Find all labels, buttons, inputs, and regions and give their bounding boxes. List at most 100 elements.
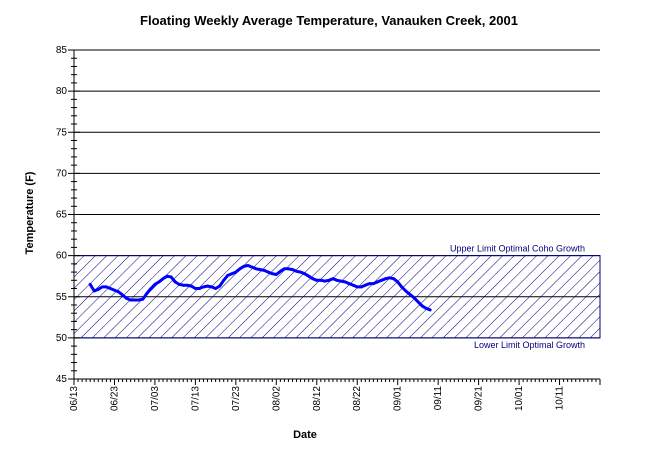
data-point bbox=[307, 274, 311, 278]
y-tick-label-50: 50 bbox=[56, 333, 68, 344]
y-tick-label-85: 85 bbox=[56, 45, 68, 56]
data-point bbox=[149, 287, 153, 290]
data-point bbox=[266, 270, 270, 274]
data-point bbox=[331, 277, 335, 281]
data-point bbox=[270, 272, 274, 276]
data-point bbox=[202, 285, 205, 289]
data-point bbox=[88, 283, 92, 286]
data-point bbox=[218, 284, 222, 288]
y-tick-label-60: 60 bbox=[56, 251, 68, 262]
data-point bbox=[189, 284, 193, 288]
data-point bbox=[230, 272, 234, 276]
y-tick-label-80: 80 bbox=[56, 86, 68, 97]
data-point bbox=[104, 285, 108, 289]
data-point bbox=[408, 292, 412, 296]
data-point bbox=[384, 277, 387, 281]
data-point bbox=[351, 283, 355, 287]
data-point bbox=[153, 283, 157, 286]
y-axis-label: Temperature (F) bbox=[24, 171, 36, 254]
data-point bbox=[242, 264, 246, 268]
data-point bbox=[234, 270, 238, 274]
data-point bbox=[388, 276, 391, 280]
x-tick-label-08-22: 08/22 bbox=[352, 386, 363, 411]
x-tick-label-09-21: 09/21 bbox=[474, 386, 485, 411]
data-point bbox=[109, 287, 112, 290]
data-point bbox=[113, 288, 116, 292]
data-point bbox=[250, 265, 254, 269]
data-point bbox=[287, 267, 290, 271]
data-point bbox=[238, 267, 242, 271]
data-point bbox=[416, 300, 420, 304]
data-point bbox=[181, 283, 185, 287]
data-point bbox=[258, 268, 262, 272]
data-point bbox=[210, 285, 213, 289]
data-point bbox=[274, 273, 278, 276]
data-point bbox=[96, 287, 100, 291]
x-tick-label-09-01: 09/01 bbox=[393, 386, 404, 411]
data-point bbox=[392, 277, 396, 281]
data-point bbox=[359, 285, 363, 289]
data-point bbox=[117, 290, 120, 294]
data-point bbox=[420, 304, 424, 308]
data-point bbox=[177, 283, 181, 286]
data-point bbox=[278, 269, 282, 273]
data-point bbox=[206, 284, 209, 288]
y-tick-label-65: 65 bbox=[56, 210, 68, 221]
data-point bbox=[92, 289, 96, 293]
data-point bbox=[343, 280, 347, 284]
x-tick-label-08-02: 08/02 bbox=[271, 386, 282, 411]
data-point bbox=[319, 278, 323, 282]
data-point bbox=[311, 277, 315, 281]
data-point bbox=[303, 272, 307, 276]
data-point bbox=[169, 275, 173, 279]
data-point bbox=[404, 289, 408, 293]
data-point bbox=[283, 267, 286, 271]
data-point bbox=[291, 268, 294, 272]
x-tick-label-07-03: 07/03 bbox=[150, 386, 161, 411]
x-axis-label: Date bbox=[293, 429, 317, 441]
data-point bbox=[246, 264, 250, 267]
data-point bbox=[412, 296, 416, 299]
data-point bbox=[262, 269, 266, 272]
lower-limit-label: Lower Limit Optimal Growth bbox=[474, 340, 585, 350]
data-point bbox=[121, 293, 124, 297]
data-point bbox=[327, 278, 331, 282]
upper-limit-label: Upper Limit Optimal Coho Growth bbox=[450, 244, 585, 254]
optimal-growth-band bbox=[73, 255, 601, 339]
data-point bbox=[185, 283, 189, 287]
y-tick-label-70: 70 bbox=[56, 168, 68, 179]
data-point bbox=[198, 287, 201, 290]
data-point bbox=[424, 306, 428, 310]
data-point bbox=[145, 292, 149, 295]
data-point bbox=[295, 269, 298, 273]
x-tick-label-10-01: 10/01 bbox=[514, 386, 525, 411]
data-point bbox=[380, 278, 383, 282]
y-tick-label-45: 45 bbox=[56, 374, 68, 385]
data-point bbox=[339, 279, 343, 283]
data-point bbox=[254, 267, 258, 271]
x-tick-label-08-12: 08/12 bbox=[312, 386, 323, 411]
data-point bbox=[125, 296, 128, 300]
data-point bbox=[376, 280, 379, 284]
data-point bbox=[355, 285, 359, 289]
x-tick-label-10-11: 10/11 bbox=[555, 386, 566, 411]
data-point bbox=[193, 287, 197, 290]
data-point bbox=[323, 279, 327, 283]
data-point bbox=[367, 282, 371, 285]
data-point bbox=[165, 274, 169, 278]
data-point bbox=[315, 278, 319, 282]
y-tick-label-55: 55 bbox=[56, 292, 68, 303]
data-point bbox=[133, 298, 137, 302]
x-tick-label-06-23: 06/23 bbox=[109, 386, 120, 411]
data-point bbox=[347, 282, 351, 285]
x-tick-label-07-13: 07/13 bbox=[190, 386, 201, 411]
data-point bbox=[400, 285, 404, 289]
x-tick-label-06-13: 06/13 bbox=[69, 386, 80, 411]
data-point bbox=[137, 298, 141, 302]
data-point bbox=[161, 277, 165, 281]
data-point bbox=[396, 280, 400, 284]
data-point bbox=[100, 285, 104, 289]
data-point bbox=[173, 280, 177, 284]
data-point bbox=[299, 270, 302, 274]
